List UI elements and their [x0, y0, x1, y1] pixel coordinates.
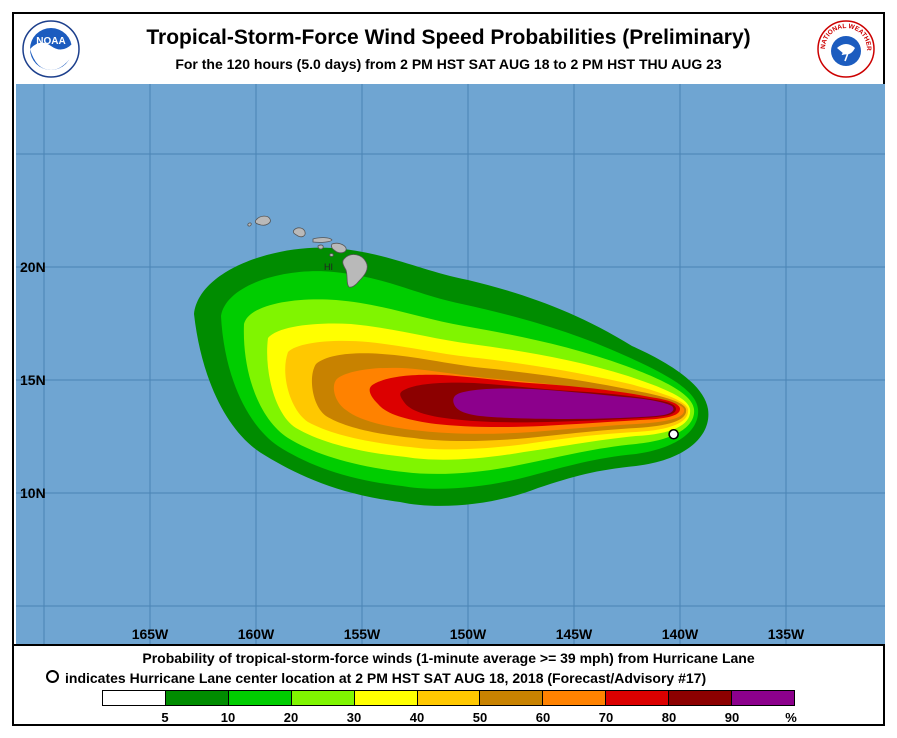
legend-swatch [103, 691, 166, 705]
legend-label: 5 [161, 710, 169, 725]
legend-label: 20 [283, 710, 299, 725]
legend-label: 90 [724, 710, 740, 725]
header: NOAA Tropical-Storm-Force Wind Speed Pro… [14, 14, 883, 84]
noaa-logo-icon: NOAA [22, 20, 80, 78]
island-hawaii [342, 254, 368, 288]
legend-swatch [732, 691, 794, 705]
legend-label: 40 [409, 710, 425, 725]
island-niihau [247, 222, 252, 227]
legend-label: 50 [472, 710, 488, 725]
footer-center-text: indicates Hurricane Lane center location… [65, 670, 707, 686]
lon-label: 140W [662, 626, 699, 642]
lat-label: 10N [20, 485, 46, 501]
footer-description: Probability of tropical-storm-force wind… [142, 650, 755, 666]
legend-swatch [480, 691, 544, 705]
island-kahoolawe [329, 253, 334, 257]
color-legend [102, 690, 795, 706]
map-title: Tropical-Storm-Force Wind Speed Probabil… [146, 26, 751, 49]
legend-swatch [669, 691, 733, 705]
legend-swatch [543, 691, 607, 705]
lon-label: 155W [344, 626, 381, 642]
island-oahu [292, 227, 306, 238]
lon-label: 150W [450, 626, 487, 642]
lon-labels: 165W 160W 155W 150W 145W 140W 135W [132, 626, 805, 642]
legend-swatch [354, 691, 418, 705]
probability-map: HI 20N 15N 10N 165W 160W 155W 150W 145W 140W 135… [16, 84, 885, 644]
nws-logo-icon: NATIONAL WEATHER SERVICE [817, 20, 875, 78]
legend-swatch [417, 691, 481, 705]
hawaii-islands [247, 215, 368, 288]
legend-label: 30 [346, 710, 362, 725]
map-subtitle: For the 120 hours (5.0 days) from 2 PM H… [175, 56, 722, 72]
probability-contours [194, 247, 709, 506]
legend-swatch [606, 691, 670, 705]
legend-label: 80 [661, 710, 677, 725]
island-kauai [254, 215, 271, 226]
island-molokai [312, 237, 333, 243]
lon-label: 135W [768, 626, 805, 642]
legend-swatch [165, 691, 229, 705]
lat-labels: 20N 15N 10N [20, 259, 46, 501]
prob-band-90 [453, 388, 674, 419]
noaa-logo-text: NOAA [36, 36, 65, 47]
lat-label: 15N [20, 372, 46, 388]
island-lanai [317, 244, 324, 250]
legend-label: % [785, 710, 797, 725]
lat-label: 20N [20, 259, 46, 275]
footer-center-note: indicates Hurricane Lane center location… [46, 670, 706, 686]
lon-label: 145W [556, 626, 593, 642]
land-label-hi: HI [324, 262, 333, 272]
legend-label: 60 [535, 710, 551, 725]
island-maui [331, 242, 347, 254]
legend-label: 70 [598, 710, 614, 725]
center-circle-icon [46, 670, 59, 683]
footer: Probability of tropical-storm-force wind… [14, 644, 883, 726]
legend-swatch [228, 691, 292, 705]
figure-frame: NOAA Tropical-Storm-Force Wind Speed Pro… [12, 12, 885, 726]
legend-swatch [291, 691, 355, 705]
hurricane-center-marker [668, 428, 679, 440]
lon-label: 165W [132, 626, 169, 642]
lon-label: 160W [238, 626, 275, 642]
legend-label: 10 [220, 710, 236, 725]
